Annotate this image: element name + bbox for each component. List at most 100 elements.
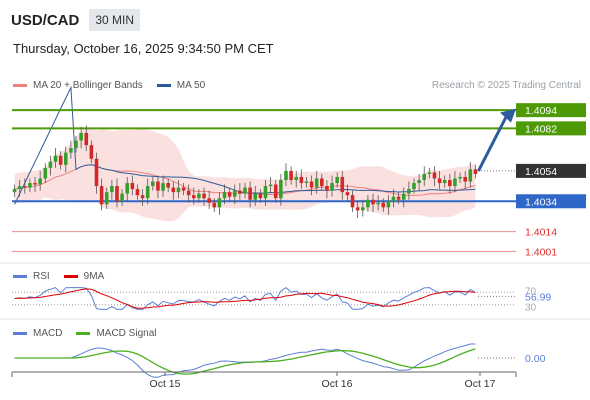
pivot-label: 1.4034: [525, 196, 557, 208]
candle-body: [304, 181, 309, 184]
candle-body: [84, 132, 89, 146]
candle-body: [125, 183, 130, 194]
candle-body: [69, 148, 73, 153]
current-price-tag: [516, 163, 586, 178]
candle-body: [284, 170, 288, 180]
candle-body: [63, 152, 68, 165]
main-legend: MA 20 + Bollinger Bands MA 50: [13, 80, 205, 91]
rsi-line: [14, 286, 476, 310]
macd-signal-line: [14, 348, 476, 375]
ma50-legend-label: MA 50: [176, 80, 206, 91]
candle-body: [325, 186, 329, 191]
candle-body: [396, 196, 401, 200]
candle-body: [340, 176, 345, 193]
candle-body: [130, 183, 135, 190]
candle-body: [463, 176, 467, 182]
candle-body: [99, 186, 104, 205]
candle-body: [263, 186, 268, 199]
macd-legend-label: MACD: [33, 328, 63, 339]
macd-swatch: [13, 332, 27, 335]
candles: [12, 125, 478, 218]
candle-body: [376, 202, 380, 205]
candle-body: [345, 192, 350, 196]
current-price-label: 1.4054: [525, 166, 557, 178]
candle-body: [104, 192, 109, 205]
ma50-swatch: [156, 84, 171, 87]
target-arrow: [477, 112, 510, 172]
resistance-label: 1.4082: [525, 123, 557, 135]
candle-body: [166, 183, 170, 188]
resistance-tag: [516, 121, 586, 136]
candle-body: [217, 198, 222, 208]
symbol-title: USD/CAD: [11, 11, 80, 29]
candle-body: [381, 202, 386, 208]
candle-body: [197, 193, 201, 199]
bollinger-band: [14, 128, 476, 222]
candle-body: [468, 169, 473, 182]
candle-body: [350, 195, 355, 208]
candle-body: [186, 190, 191, 196]
rsi-ma-line: [14, 288, 476, 309]
candle-body: [473, 169, 478, 174]
candle-body: [79, 132, 83, 141]
candle-body: [268, 184, 273, 187]
ma20-swatch: [13, 84, 27, 87]
candle-body: [28, 183, 32, 188]
candle-body: [38, 178, 42, 185]
candle-body: [448, 180, 452, 187]
credit-text: Research © 2025 Trading Central: [431, 80, 581, 91]
candle-body: [48, 161, 53, 168]
candle-body: [94, 158, 99, 187]
candle-body: [437, 178, 442, 184]
candle-body: [258, 193, 263, 199]
resistance-tag: [516, 103, 586, 118]
candle-body: [330, 183, 334, 191]
candle-body: [294, 176, 299, 180]
candle-body: [115, 186, 119, 202]
candle-body: [243, 187, 247, 194]
candle-body: [89, 145, 94, 159]
candle-body: [120, 193, 124, 202]
timeframe-badge[interactable]: 30 MIN: [89, 9, 141, 31]
pivot-tag: [516, 194, 586, 209]
candle-body: [417, 180, 421, 184]
candle-body: [407, 189, 411, 194]
candle-body: [309, 181, 314, 188]
candle-body: [289, 170, 293, 180]
candle-body: [151, 181, 155, 187]
timestamp: Thursday, October 16, 2025 9:34:50 PM CE…: [13, 41, 274, 56]
candle-body: [171, 187, 176, 193]
candle-body: [53, 155, 58, 162]
target-arrow-head: [500, 108, 516, 123]
macd-legend: MACD MACD Signal: [13, 328, 156, 339]
resistance-label: 1.4094: [525, 105, 557, 117]
candle-body: [232, 190, 237, 197]
candle-body: [145, 186, 150, 199]
candle-body: [442, 180, 447, 184]
candle-body: [202, 193, 206, 199]
candle-body: [12, 189, 17, 193]
candle-body: [360, 207, 365, 211]
candle-body: [412, 183, 416, 190]
rsi-swatch: [13, 275, 27, 278]
candle-body: [238, 190, 242, 194]
rsi-level-70-label: 70: [525, 286, 537, 297]
candle-body: [207, 198, 211, 203]
candle-body: [222, 192, 227, 199]
candle-body: [366, 199, 370, 208]
rsi-ma-legend-label: 9MA: [83, 271, 105, 282]
candle-body: [140, 195, 145, 199]
x-tick-label: Oct 15: [150, 378, 181, 390]
x-tick-label: Oct 16: [322, 378, 353, 390]
support-label: 1.4001: [525, 246, 557, 258]
candle-body: [74, 140, 78, 149]
candle-body: [23, 186, 27, 188]
ma20-legend-label: MA 20 + Bollinger Bands: [33, 80, 143, 91]
candle-body: [33, 183, 37, 185]
candle-body: [371, 199, 375, 205]
candle-body: [458, 176, 462, 179]
candle-body: [43, 167, 48, 179]
macd-signal-legend-label: MACD Signal: [96, 328, 157, 339]
macd-signal-swatch: [76, 332, 91, 335]
